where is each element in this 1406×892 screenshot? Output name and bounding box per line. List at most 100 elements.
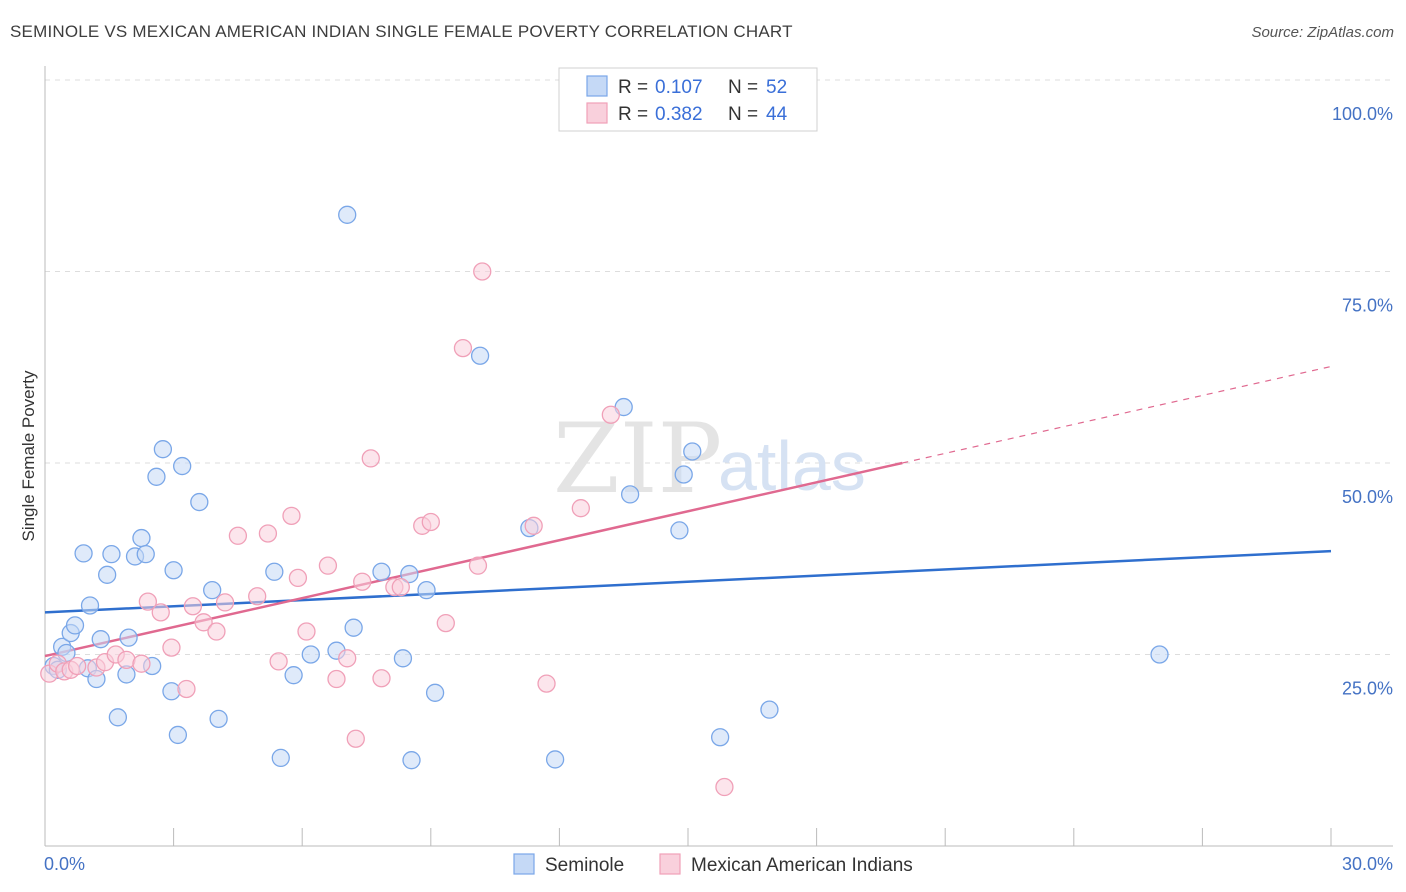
mexican-point — [468, 556, 488, 575]
seminole-point — [760, 700, 779, 719]
seminole-point — [91, 630, 110, 649]
chart-title: SEMINOLE VS MEXICAN AMERICAN INDIAN SING… — [10, 22, 793, 41]
seminole-point — [417, 581, 436, 600]
seminole-point — [545, 750, 565, 769]
mexican-point — [421, 512, 440, 532]
seminole-point — [102, 545, 121, 564]
mexican-point — [436, 613, 455, 633]
mexican-point — [318, 556, 338, 575]
seminole-point — [108, 708, 128, 727]
seminole-point — [80, 596, 100, 615]
seminole-point — [674, 465, 693, 484]
seminole-point — [190, 492, 209, 512]
mexican-point — [601, 405, 620, 424]
y-axis-title: Single Female Poverty — [19, 370, 38, 542]
seminole-point — [670, 521, 689, 540]
seminole-point — [344, 618, 363, 637]
mexican-point — [151, 603, 170, 622]
mexican-point — [138, 592, 158, 611]
seminole-point — [683, 442, 702, 461]
seminole-point — [98, 565, 117, 584]
seminole-point — [372, 562, 391, 581]
seminole-point — [711, 728, 730, 747]
seminole-point — [284, 666, 303, 685]
bottom-legend-label: Seminole — [545, 855, 624, 876]
mexican-point — [338, 649, 357, 668]
mexican-point — [207, 622, 226, 641]
bottom-legend-swatch-mexican — [659, 853, 681, 875]
mexican-point — [361, 449, 380, 468]
seminole-point — [147, 467, 166, 486]
seminole-point — [400, 564, 419, 584]
y-tick-label: 25.0% — [1342, 679, 1393, 699]
seminole-point — [162, 682, 181, 701]
legend-r-value: 0.107 — [655, 77, 703, 98]
mexican-point — [248, 587, 267, 606]
legend-n-value: 52 — [766, 77, 787, 98]
seminole-point — [620, 485, 640, 504]
bottom-legend-label: Mexican American Indians — [691, 855, 913, 876]
mexican-point — [524, 516, 543, 535]
seminole-trend-line — [44, 549, 1332, 614]
watermark: ZIP atlas — [553, 403, 866, 515]
legend-swatch-seminole — [586, 75, 608, 97]
seminole-point — [168, 725, 188, 745]
seminole-point — [402, 751, 421, 770]
legend-n-label: N = — [728, 104, 758, 125]
seminole-point — [74, 544, 93, 563]
watermark-atlas: atlas — [718, 427, 866, 505]
mexican-point — [117, 650, 136, 670]
legend-swatch-mexican — [586, 102, 608, 124]
axes — [44, 66, 1393, 847]
mexican-point — [194, 613, 213, 632]
mexican-point — [269, 652, 288, 671]
mexican-point — [132, 654, 151, 673]
mexican-point — [327, 669, 346, 689]
seminole-point — [470, 346, 490, 365]
source-label: Source: ZipAtlas.com — [1251, 24, 1394, 41]
legend-n-label: N = — [728, 77, 758, 98]
mexican-point — [453, 338, 473, 358]
bottom-legend-swatch-seminole — [513, 853, 535, 875]
y-tick-label: 50.0% — [1342, 487, 1393, 507]
seminole-point — [209, 709, 228, 728]
y-tick-labels: 25.0% 50.0% 75.0% 100.0% — [1332, 104, 1393, 699]
mexican-point — [288, 568, 308, 588]
mexican-point — [258, 524, 278, 543]
x-tick-label: 0.0% — [44, 854, 85, 874]
mexican-point — [162, 638, 181, 657]
mexican-point — [282, 506, 301, 526]
seminole-point — [271, 748, 290, 768]
seminole-point — [173, 456, 192, 476]
mexican-point — [473, 262, 492, 281]
seminole-point — [65, 616, 85, 635]
mexican-point — [228, 526, 248, 545]
seminole-point — [203, 581, 222, 600]
mexican-point — [353, 572, 372, 591]
seminole-point — [132, 528, 151, 548]
seminole-point — [153, 440, 173, 459]
mexican-point — [537, 674, 556, 693]
mexican-point — [177, 679, 196, 699]
seminole-point — [393, 649, 413, 668]
y-tick-label: 75.0% — [1342, 296, 1393, 316]
mexican-point — [68, 656, 87, 676]
seminole-point — [425, 683, 445, 702]
mexican-point — [571, 499, 590, 518]
mexican-point — [297, 622, 316, 641]
x-tick-labels: 0.0% 30.0% — [44, 854, 1393, 874]
top-legend: R = 0.107 N = 52 R = 0.382 N = 44 — [558, 67, 818, 132]
y-tick-label: 100.0% — [1332, 104, 1393, 124]
mexican-point — [391, 577, 410, 597]
seminole-point — [136, 545, 155, 564]
legend-r-value: 0.382 — [655, 104, 703, 125]
legend-n-value: 44 — [766, 104, 788, 125]
mexican-point — [215, 593, 235, 612]
seminole-point — [119, 628, 138, 647]
seminole-point — [265, 562, 284, 581]
data-points — [40, 205, 1169, 797]
bottom-legend: Seminole Mexican American Indians — [513, 853, 913, 876]
legend-r-label: R = — [618, 77, 648, 98]
mexican-point — [715, 777, 734, 797]
